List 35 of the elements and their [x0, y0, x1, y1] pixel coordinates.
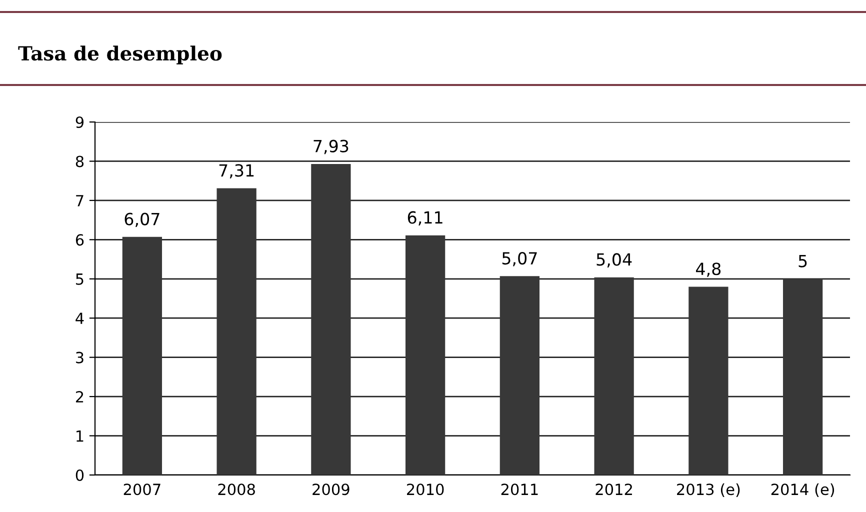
- bar: [594, 277, 634, 475]
- data-label: 4,8: [696, 262, 721, 277]
- data-label: 7,31: [219, 164, 254, 178]
- bar: [216, 188, 256, 475]
- chart-title: Tasa de desempleo: [18, 46, 222, 64]
- data-label: 5,07: [502, 252, 537, 266]
- data-label: 6,07: [124, 212, 160, 228]
- x-tick-label: 2013 (e): [677, 483, 740, 497]
- bar: [122, 236, 162, 475]
- data-label: 6,11: [408, 211, 442, 226]
- x-tick-label: 2009: [312, 484, 350, 496]
- data-label: 5: [798, 254, 807, 268]
- x-tick-label: 2007: [124, 484, 160, 496]
- data-label: 7,93: [314, 140, 348, 154]
- x-tick-label: 2008: [218, 484, 255, 496]
- y-tick-label: 0: [76, 469, 84, 482]
- bar: [405, 235, 446, 475]
- data-label: 5,04: [596, 253, 632, 268]
- x-tick-label: 2010: [406, 484, 444, 496]
- y-tick-label: 3: [76, 352, 84, 364]
- y-tick-label: 7: [76, 195, 84, 206]
- y-tick-label: 4: [76, 312, 84, 324]
- y-tick-label: 5: [76, 274, 84, 285]
- bar: [688, 286, 728, 475]
- bar: [500, 276, 540, 475]
- y-tick-label: 9: [76, 116, 84, 128]
- y-tick-label: 8: [76, 156, 84, 168]
- bar: [782, 278, 823, 475]
- x-tick-label: 2011: [501, 484, 538, 496]
- bar: [311, 164, 351, 475]
- y-tick-label: 1: [76, 430, 84, 442]
- y-tick-label: 6: [76, 234, 84, 246]
- x-tick-label: 2012: [596, 484, 632, 496]
- x-tick-label: 2014 (e): [771, 483, 834, 497]
- y-tick-label: 2: [76, 391, 84, 402]
